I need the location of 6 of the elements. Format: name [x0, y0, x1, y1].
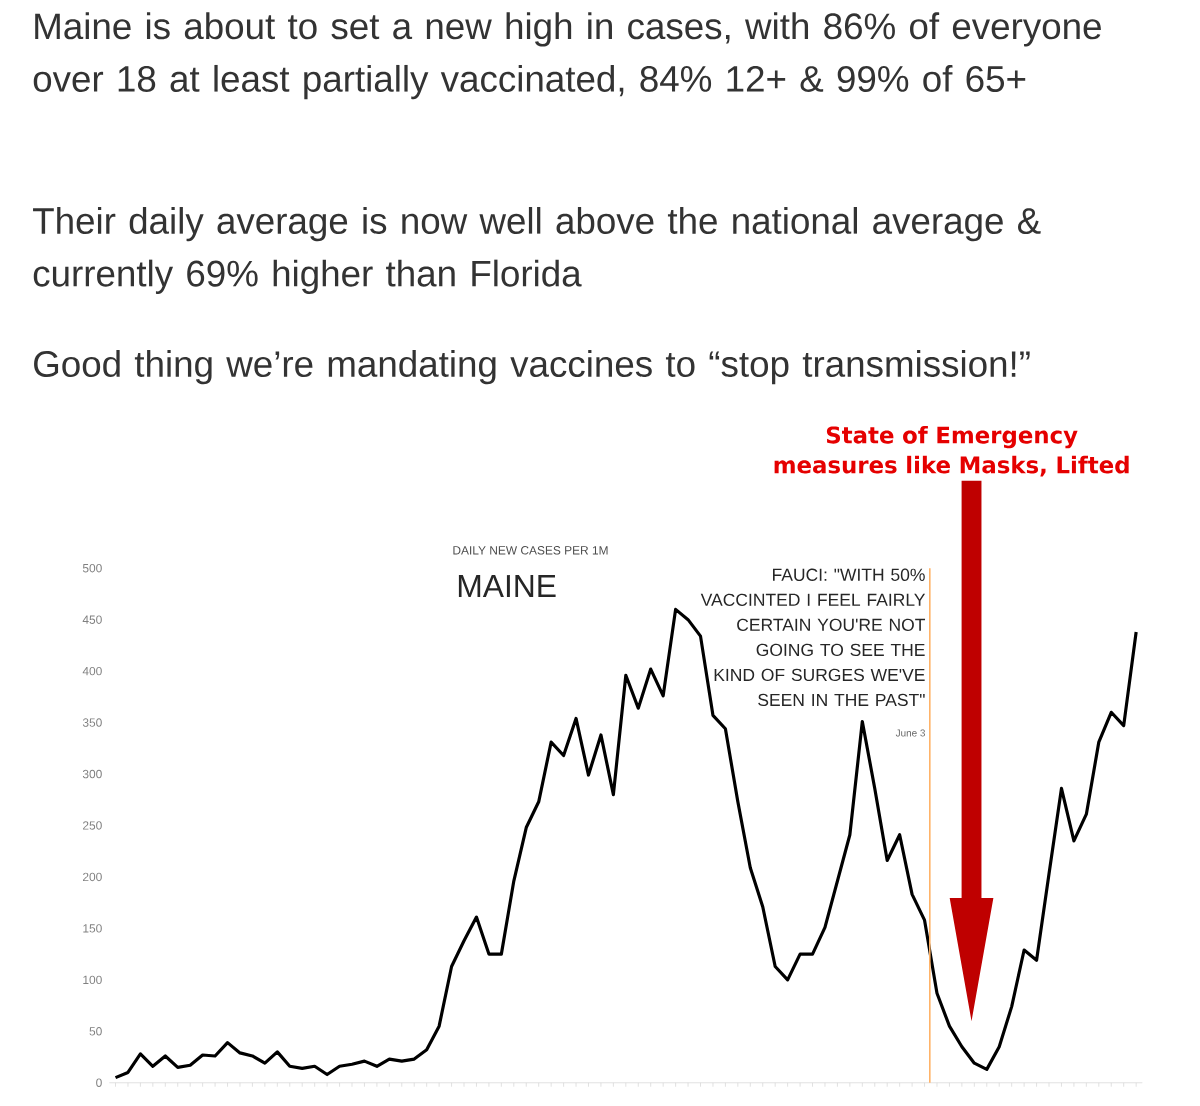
- text: State of Emergency measures like Masks, Lifted: [774, 425, 1129, 477]
- chart-subtitle: MAINE: [458, 574, 556, 597]
- annotation: FAUCI: "WITH 50% VACCINTED I FEEL FAIRLY CERTAIN YOU'RE NOT GOING TO SEE THE KIND OF SURGES WE'VE SEEN IN THE PAST": [700, 568, 926, 706]
- text: Good thing we’re mandating vaccines to “stop transmission!”: [34, 349, 1030, 385]
- text: Maine is about to set a new high in cases, with 86% of everyone over 18 at least partially vaccinated, 84% 12+ & 99% of 65+: [33, 12, 1101, 99]
- text: Their daily average is now well above the national average & currently 69% higher than Florida: [33, 206, 1041, 294]
